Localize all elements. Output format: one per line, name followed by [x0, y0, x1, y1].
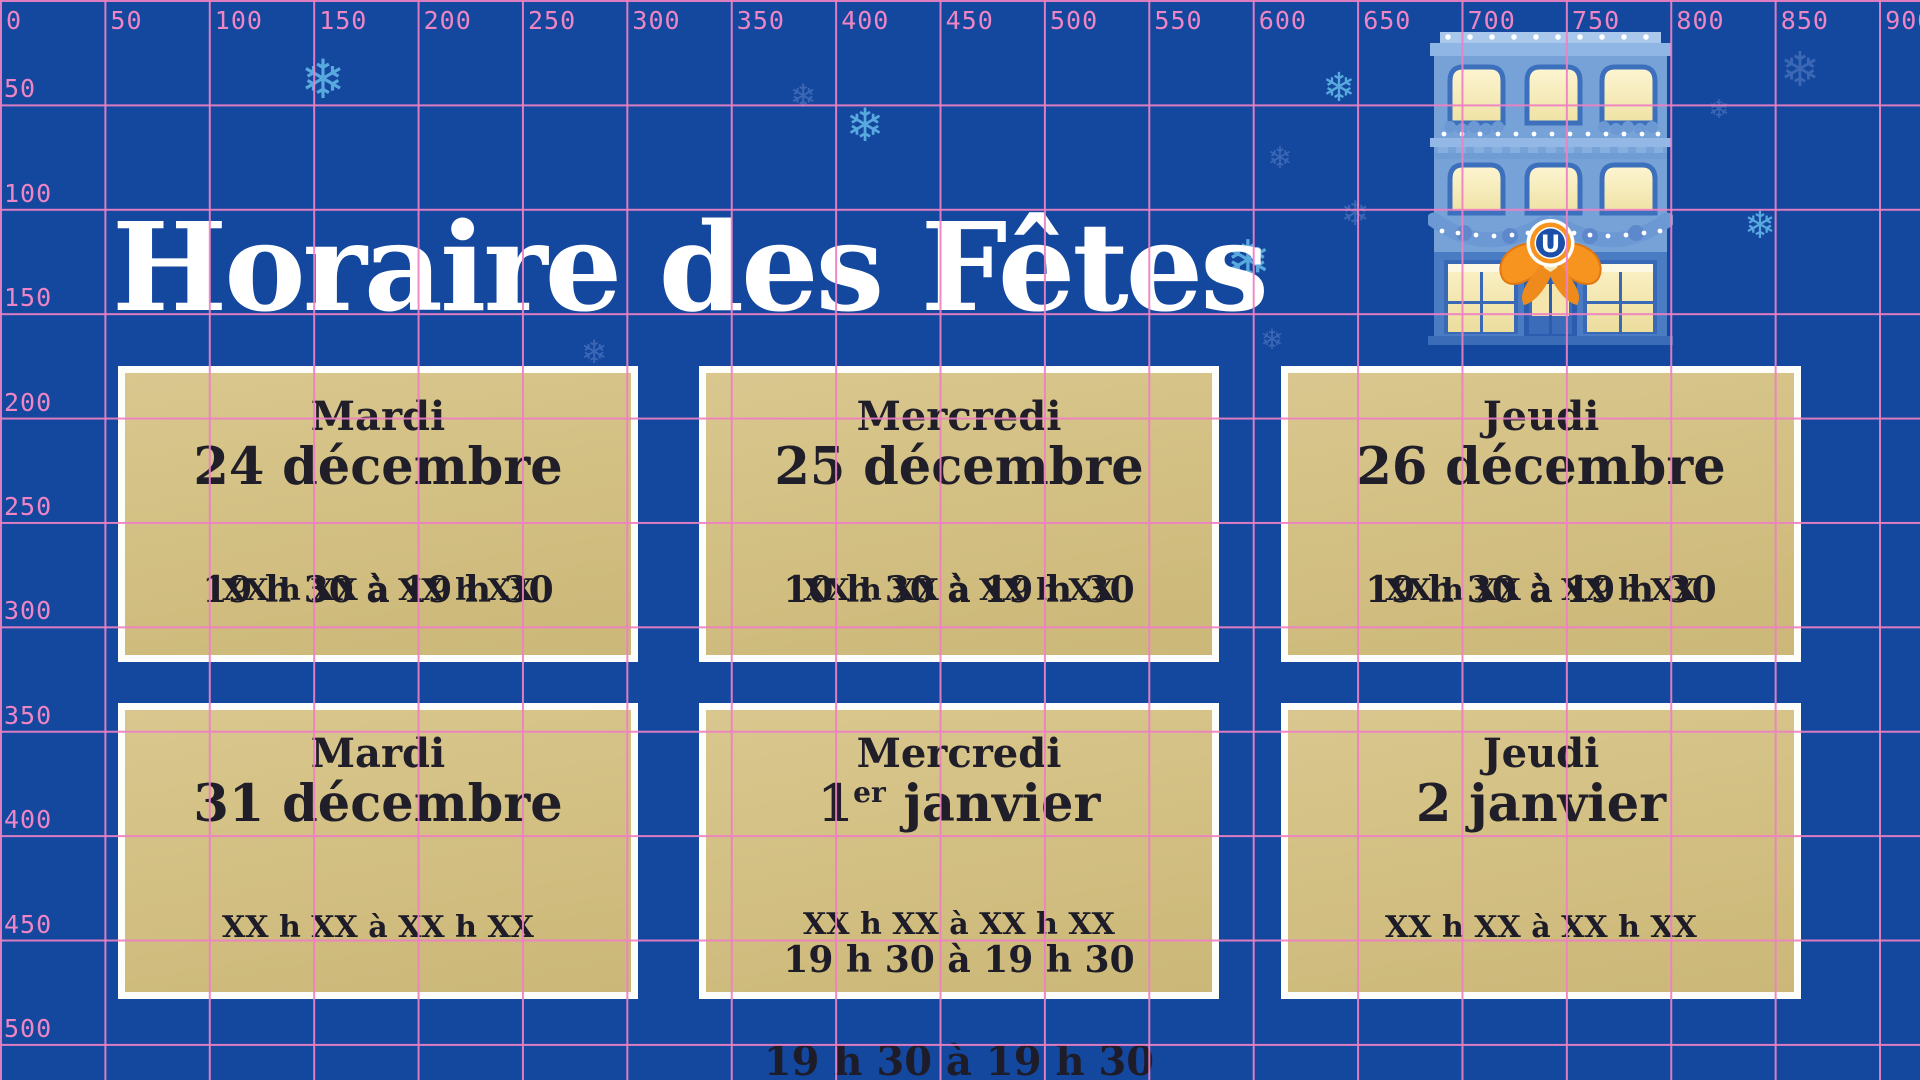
card-date-main: 1 [817, 774, 854, 834]
snowflake-icon: ❄ [1340, 194, 1370, 234]
card-time-placeholder: XX h XX à XX h XX [222, 910, 534, 945]
snowflake-icon: ❄ [1744, 203, 1776, 247]
overflow-time-text: 19 h 30 à 19 h 30 [763, 1038, 1155, 1080]
card-day-label: Mardi [310, 730, 446, 777]
store-logo-letter: U [1541, 230, 1561, 258]
card-day-label: Mercredi [856, 393, 1062, 440]
card-date-main: 31 décembre [193, 774, 563, 834]
ruler-left-label: 300 [4, 596, 53, 626]
ruler-top-label: 150 [319, 6, 368, 35]
card-day-label: Jeudi [1482, 393, 1600, 440]
snowflake-icon: ❄ [1322, 65, 1356, 111]
card-date-label: 1er janvier [706, 774, 1212, 834]
snowflake-icon: ❄ [580, 333, 608, 371]
schedule-card: Mardi 24 décembre XX h XX à XX h XX 19 h 30… [118, 366, 638, 662]
card-time-placeholder: XX h XX à XX h XX [803, 907, 1115, 942]
card-date-main: 25 décembre [774, 437, 1144, 497]
card-day-label: Mardi [310, 393, 446, 440]
ruler-top-label: 650 [1363, 6, 1412, 35]
schedule-card: Jeudi 26 décembre XX h XX à XX h XX 19 h 30… [1281, 366, 1801, 662]
card-date-label: 2 janvier [1288, 774, 1794, 834]
ruler-left-label: 400 [4, 805, 53, 835]
third-floor-windows [1447, 64, 1658, 126]
ruler-top-label: 300 [632, 6, 681, 35]
store-building-illustration: U [1428, 32, 1673, 345]
store-logo-badge: U [1526, 219, 1575, 267]
snowflake-icon: ❄ [1267, 141, 1293, 176]
ruler-top-label: 400 [841, 6, 890, 35]
ruler-top-label: 500 [1050, 6, 1099, 35]
card-time-value: 10 h 30 à 19 h 30 [783, 569, 1135, 611]
ruler-top-label: 800 [1676, 6, 1725, 35]
card-time-value: 19 h 30 à 19 h 30 [1365, 569, 1717, 611]
ruler-left-label: 150 [4, 283, 53, 313]
ruler-top-label: 550 [1154, 6, 1203, 35]
ruler-left-label: 500 [4, 1014, 53, 1043]
card-time-value: 19 h 30 à 19 h 30 [783, 939, 1135, 981]
card-day-label: Mercredi [856, 730, 1062, 777]
card-date-label: 31 décembre [125, 774, 631, 834]
card-time-value: 19 h 30 à 19 h 30 [202, 569, 554, 611]
card-date-label: 25 décembre [706, 437, 1212, 497]
ruler-top-label: 200 [423, 6, 472, 35]
schedule-card: Mardi 31 décembre XX h XX à XX h XX [118, 703, 638, 999]
ruler-top-label: 850 [1780, 6, 1829, 35]
card-date-main: 26 décembre [1356, 437, 1726, 497]
snowflake-icon: ❄ [1779, 42, 1821, 98]
ruler-top-label: 450 [945, 6, 994, 35]
ruler-top-label: 0 [6, 6, 23, 35]
ruler-left-label: 450 [4, 909, 53, 939]
ruler-left-label: 350 [4, 700, 53, 730]
ruler-top-label: 250 [528, 6, 577, 35]
card-date-label: 24 décembre [125, 437, 631, 497]
snowflake-icon: ❄ [789, 77, 817, 115]
card-day-label: Jeudi [1482, 730, 1600, 777]
ruler-left-label: 250 [4, 492, 53, 521]
snowflake-icon: ❄ [1708, 95, 1730, 125]
ruler-left-label: 100 [4, 178, 53, 208]
card-date-after: janvier [885, 774, 1101, 834]
snowflake-icon: ❄ [300, 48, 346, 111]
ruler-left-label: 200 [4, 387, 53, 417]
card-date-main: 24 décembre [193, 437, 563, 497]
second-floor-windows [1447, 162, 1658, 216]
card-date-main: 2 janvier [1415, 774, 1667, 834]
ruler-top-label: 900 [1885, 6, 1920, 35]
card-time-placeholder: XX h XX à XX h XX [1385, 910, 1697, 945]
ruler-top-label: 600 [1258, 6, 1307, 35]
schedule-card: Jeudi 2 janvier XX h XX à XX h XX [1281, 703, 1801, 999]
ruler-top-label: 100 [214, 6, 263, 35]
ruler-top-label: 50 [110, 6, 143, 35]
schedule-card: Mercredi 25 décembre XX h XX à XX h XX 10 h… [699, 366, 1219, 662]
ruler-left-label: 50 [4, 74, 37, 104]
ruler-top-label: 350 [736, 6, 785, 35]
poster-title: Horaire des Fêtes [112, 194, 1269, 339]
card-date-ordinal: er [853, 776, 886, 810]
schedule-card: Mercredi 1er janvier XX h XX à XX h XX 19 h… [699, 703, 1219, 999]
snowflake-icon: ❄ [845, 98, 885, 152]
card-date-label: 26 décembre [1288, 437, 1794, 497]
